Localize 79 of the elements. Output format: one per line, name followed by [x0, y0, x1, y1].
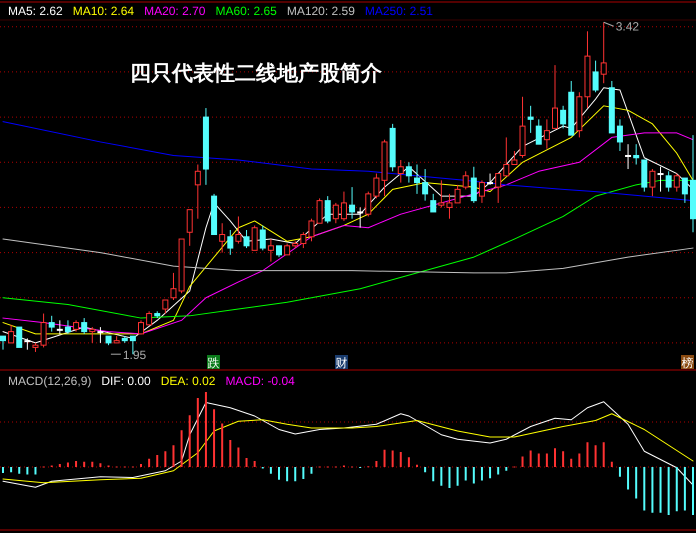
bar	[384, 450, 386, 467]
bar	[392, 450, 394, 467]
bar	[375, 461, 378, 467]
bar	[684, 467, 686, 510]
bar	[432, 467, 434, 482]
bar	[278, 467, 280, 480]
bar	[692, 467, 694, 515]
bar	[489, 467, 492, 478]
bar	[204, 392, 207, 467]
bar	[254, 461, 256, 467]
bar	[148, 458, 150, 467]
bar	[66, 462, 69, 467]
text: 四只代表性二线地产股简介	[130, 61, 383, 85]
bar	[140, 464, 142, 467]
legend: DIF: 0.00 DEA: 0.02 MACD: -0.04	[101, 374, 295, 388]
bar	[668, 467, 670, 515]
bar	[270, 467, 272, 474]
bar	[562, 451, 564, 467]
bar	[91, 462, 94, 467]
bar	[302, 467, 304, 479]
bar	[400, 452, 402, 467]
bar	[10, 467, 12, 472]
bar	[58, 464, 61, 467]
bar	[554, 448, 556, 467]
bar	[213, 409, 216, 467]
bar	[83, 462, 86, 467]
bar	[546, 454, 548, 467]
bar	[237, 448, 240, 467]
bar	[34, 467, 36, 474]
annotation: 跌	[208, 356, 220, 370]
bar	[497, 467, 500, 474]
bar	[408, 457, 410, 467]
bar	[651, 467, 654, 513]
bar	[586, 442, 588, 467]
bar	[294, 467, 296, 482]
bar	[627, 467, 630, 490]
bar	[610, 462, 613, 467]
bar	[538, 454, 540, 467]
annotation: 财	[336, 356, 348, 370]
annotation: 1.95	[122, 348, 147, 362]
bar	[456, 467, 459, 486]
bar	[424, 467, 426, 472]
bar	[643, 467, 646, 510]
bar	[464, 467, 467, 480]
bar	[440, 467, 442, 486]
bar	[578, 454, 580, 467]
bar	[530, 450, 532, 467]
bar	[164, 451, 166, 467]
bar	[522, 456, 524, 467]
bar	[2, 467, 4, 473]
bar	[18, 467, 20, 474]
bar	[26, 467, 28, 474]
bar	[286, 467, 288, 482]
bar	[229, 440, 232, 467]
bar	[172, 445, 174, 467]
bar	[480, 467, 483, 480]
bar	[635, 467, 638, 498]
chart-title: MACD(12,26,9)	[8, 374, 92, 388]
bar	[472, 467, 475, 484]
bar	[180, 430, 183, 467]
bar	[310, 467, 312, 474]
bar	[660, 467, 662, 513]
bar	[602, 442, 605, 467]
annotation: 榜	[682, 356, 694, 370]
bar	[221, 424, 224, 467]
bar	[448, 467, 450, 488]
bar	[99, 463, 102, 467]
bar	[570, 458, 572, 467]
bar	[188, 415, 191, 467]
legend: MA5: 2.62 MA10: 2.64 MA20: 2.70 MA60: 2.65 MA120: 2.59 MA250: 2.51	[8, 4, 433, 18]
bar	[618, 467, 621, 477]
annotation: 3.42	[616, 19, 640, 34]
bar	[676, 467, 678, 512]
bar	[246, 458, 248, 467]
bar	[156, 455, 158, 467]
bar	[594, 445, 597, 467]
bar	[505, 467, 508, 471]
bar	[75, 461, 78, 467]
bar	[196, 398, 199, 467]
